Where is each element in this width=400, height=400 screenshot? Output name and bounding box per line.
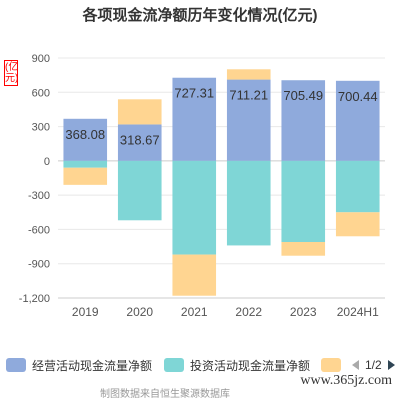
- bar-value-label: 705.49: [283, 88, 323, 103]
- bar-operating[interactable]: [335, 80, 380, 161]
- legend-page-indicator: 1/2: [365, 358, 382, 372]
- bar-value-label: 700.44: [338, 89, 378, 104]
- chart-title: 各项现金流净额历年变化情况(亿元): [82, 7, 318, 24]
- axis-layer: 900 600 300 0 -300 -600 -900 -1,200 2019 2020 2021…: [19, 53, 385, 319]
- bar-value-label: 727.31: [174, 86, 214, 101]
- bar-financing[interactable]: [117, 99, 162, 125]
- legend-label: 投资活动现金流量净额: [190, 358, 311, 373]
- x-tick-label: 2022: [235, 305, 262, 319]
- bar-investing[interactable]: [226, 160, 271, 246]
- watermark: www.365jz.com: [300, 373, 392, 388]
- bar-investing[interactable]: [335, 160, 380, 213]
- y-tick-label: 900: [32, 53, 50, 65]
- legend-next-page-icon[interactable]: [387, 360, 395, 370]
- x-tick-label: 2021: [181, 305, 208, 319]
- y-tick-label: -1,200: [19, 293, 50, 305]
- x-tick-label: 2023: [290, 305, 317, 319]
- legend-swatch-icon: [164, 358, 184, 372]
- legend-pager: 1/2: [352, 357, 395, 373]
- bar-financing[interactable]: [281, 242, 326, 256]
- legend-swatch-icon: [321, 358, 341, 372]
- bar-investing[interactable]: [281, 160, 326, 242]
- bar-investing[interactable]: [117, 160, 162, 221]
- bar-financing[interactable]: [226, 69, 271, 80]
- legend-item-operating[interactable]: 经营活动现金流量净额: [6, 357, 152, 373]
- bar-operating[interactable]: [117, 124, 162, 161]
- y-tick-label: 0: [44, 156, 50, 168]
- x-tick-label: 2019: [72, 305, 99, 319]
- bar-investing[interactable]: [63, 160, 108, 168]
- bar-value-label: 318.67: [120, 132, 160, 147]
- data-source-note: 制图数据来自恒生聚源数据库: [100, 389, 230, 400]
- bar-operating[interactable]: [226, 79, 271, 161]
- data-label-layer: 368.08 318.67 727.31 711.21 705.49 700.44: [65, 86, 377, 148]
- y-tick-label: -900: [28, 259, 50, 271]
- x-tick-label: 2020: [126, 305, 153, 319]
- y-axis-unit-label: (亿元): [4, 60, 19, 86]
- legend-prev-page-icon[interactable]: [352, 360, 359, 370]
- legend-label: 经营活动现金流量净额: [32, 358, 153, 373]
- legend-swatch-icon: [6, 358, 26, 372]
- bar-value-label: 368.08: [65, 127, 105, 142]
- bar-financing[interactable]: [63, 167, 108, 185]
- y-tick-label: -600: [28, 224, 50, 236]
- legend-item-financing[interactable]: [321, 357, 347, 373]
- bar-operating[interactable]: [63, 118, 108, 161]
- bar-value-label: 711.21: [229, 88, 268, 103]
- y-tick-label: 300: [32, 122, 50, 134]
- bar-layer: [63, 69, 380, 296]
- bar-operating[interactable]: [172, 77, 217, 161]
- bar-financing[interactable]: [335, 212, 380, 237]
- bar-financing[interactable]: [172, 254, 217, 296]
- bar-investing[interactable]: [172, 160, 217, 255]
- y-tick-label: 600: [32, 87, 50, 99]
- x-tick-label: 2024H1: [337, 305, 379, 319]
- legend-item-investing[interactable]: 投资活动现金流量净额: [164, 357, 310, 373]
- bar-operating[interactable]: [281, 80, 326, 161]
- y-tick-label: -300: [28, 190, 50, 202]
- legend: 经营活动现金流量净额 投资活动现金流量净额 1/2: [0, 354, 400, 376]
